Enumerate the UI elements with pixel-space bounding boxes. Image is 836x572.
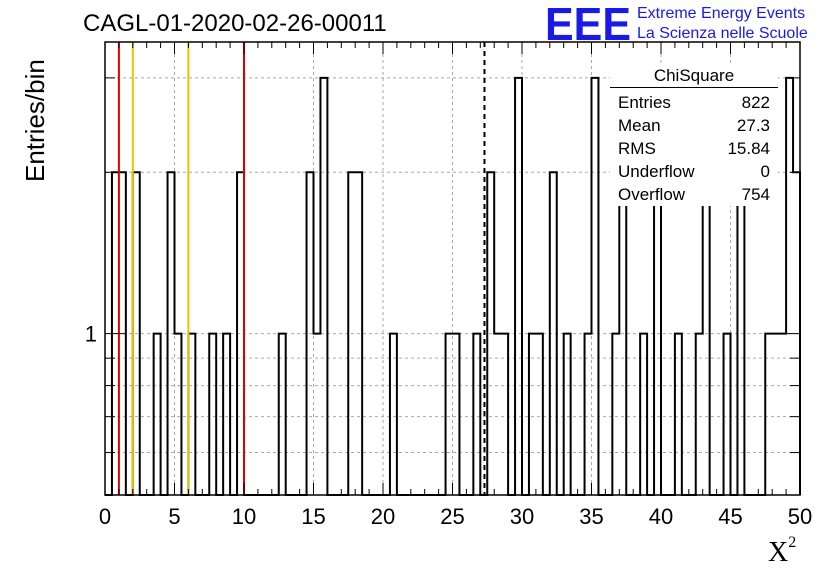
stats-label: Mean: [618, 116, 661, 135]
x-tick-label: 15: [301, 504, 325, 529]
histogram-bin: [307, 172, 314, 495]
x-axis-label: X2: [768, 533, 797, 569]
histogram-bin: [612, 334, 619, 495]
stats-value: 27.3: [736, 116, 770, 135]
x-tick-label: 45: [718, 504, 742, 529]
stats-value: 15.84: [727, 139, 770, 158]
logo-line-2: La Scienza nelle Scuole: [637, 25, 808, 42]
stats-label: Entries: [618, 93, 671, 112]
eee-logo: EEE Extreme Energy Events La Scienza nel…: [543, 2, 833, 46]
histogram-bin: [564, 334, 571, 495]
stats-label: RMS: [618, 139, 656, 158]
eee-logo-mark: EEE: [545, 2, 631, 46]
x-axis-label-base: X: [768, 537, 789, 568]
histogram-bin: [550, 172, 557, 495]
histogram-bin: [501, 334, 508, 495]
histogram-bin: [779, 334, 786, 495]
histogram-bin: [355, 172, 362, 495]
y-tick-label: 1: [85, 322, 97, 347]
stats-value: 0: [760, 162, 770, 181]
grid-lines: [105, 42, 800, 495]
stats-label: Overflow: [618, 185, 686, 204]
histogram-bin: [320, 78, 327, 495]
histogram-bin: [737, 172, 744, 495]
stats-row: Underflow 0: [610, 160, 778, 183]
stats-title: ChiSquare: [610, 66, 778, 88]
histogram-bin: [585, 334, 592, 495]
histogram-bin: [175, 334, 182, 495]
histogram-bin: [390, 334, 397, 495]
stats-box: ChiSquare Entries 822 Mean 27.3 RMS 15.84 U…: [610, 66, 778, 206]
stats-value: 754: [741, 185, 770, 204]
histogram-bin: [188, 334, 195, 495]
x-tick-label: 20: [371, 504, 395, 529]
histogram-bin: [453, 334, 460, 495]
histogram-bin: [724, 334, 731, 495]
histogram-bin: [168, 172, 175, 495]
histogram-bin: [592, 78, 599, 495]
histogram-bin: [487, 172, 494, 495]
histogram-bin: [494, 334, 501, 495]
x-axis-label-sup: 2: [788, 533, 797, 551]
x-tick-label: 50: [788, 504, 812, 529]
axis-ticks: 0 5 10 15 20 25 30 35 40 45 50 1: [85, 42, 812, 529]
histogram-bin: [675, 334, 682, 495]
histogram-bin: [619, 172, 626, 495]
histogram-bin: [654, 172, 661, 495]
x-tick-label: 5: [168, 504, 180, 529]
histogram-bin: [529, 334, 536, 495]
histogram-bin: [786, 78, 793, 495]
run-title: CAGL-01-2020-02-26-00011: [83, 10, 387, 37]
histogram-bin: [279, 334, 286, 495]
x-tick-label: 40: [649, 504, 673, 529]
x-tick-label: 30: [510, 504, 534, 529]
stats-label: Underflow: [618, 162, 695, 181]
histogram-bin: [473, 334, 480, 495]
x-tick-label: 0: [99, 504, 111, 529]
stats-row: RMS 15.84: [610, 137, 778, 160]
histogram-bin: [765, 334, 772, 495]
x-tick-label: 10: [232, 504, 256, 529]
stats-row: Mean 27.3: [610, 114, 778, 137]
histogram-bin: [133, 172, 140, 495]
stats-row: Entries 822: [610, 91, 778, 114]
stats-value: 822: [741, 93, 770, 112]
histogram-bin: [314, 334, 321, 495]
marker-lines: [117, 42, 486, 495]
histogram-bin: [154, 334, 161, 495]
histogram-bin: [772, 334, 779, 495]
logo-line-1: Extreme Energy Events: [637, 5, 806, 22]
stats-row: Overflow 754: [610, 183, 778, 206]
histogram-bin: [696, 334, 703, 495]
histogram-bin: [209, 334, 216, 495]
x-tick-label: 25: [440, 504, 464, 529]
eee-logo-mark-text: EEE: [545, 2, 631, 46]
histogram-bin: [703, 172, 710, 495]
x-tick-label: 35: [579, 504, 603, 529]
histogram-bin: [515, 78, 522, 495]
y-axis-label: Entries/bin: [20, 59, 50, 182]
histogram-bin: [348, 172, 355, 495]
histogram-bin: [223, 334, 230, 495]
histogram-bin: [446, 334, 453, 495]
histogram-bin: [640, 334, 647, 495]
histogram-bin: [237, 172, 244, 495]
histogram-bin: [536, 334, 543, 495]
